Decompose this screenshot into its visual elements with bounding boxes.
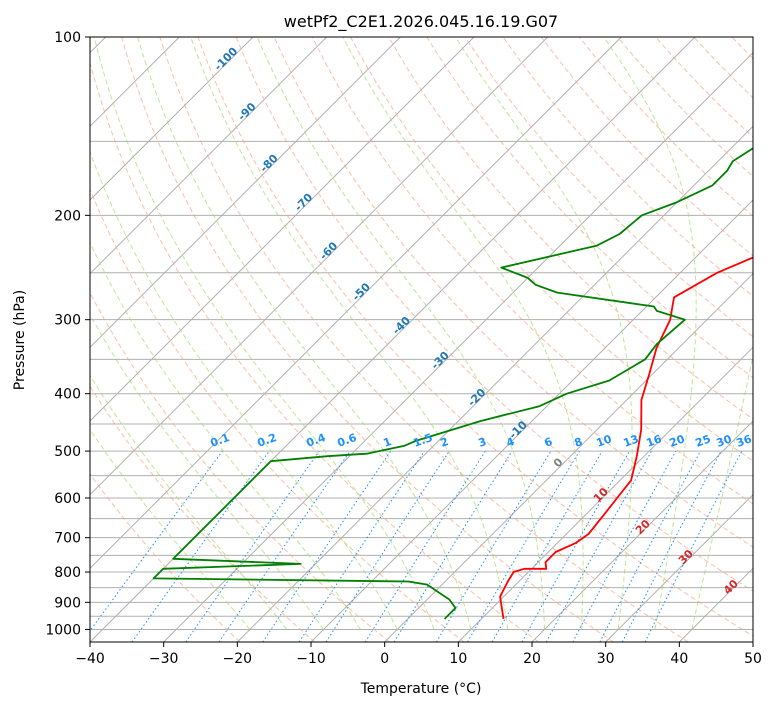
mixing-ratio-label: 1.5	[412, 431, 435, 450]
x-tick-label: 20	[523, 651, 541, 667]
mixing-ratio-label: 10	[595, 432, 614, 450]
isotherm-line	[90, 37, 328, 275]
mixing-ratio-label: 20	[668, 432, 687, 450]
y-tick-label: 300	[54, 313, 81, 329]
x-axis-label: Temperature (°C)	[360, 681, 482, 697]
mixing-ratio-line	[393, 450, 513, 642]
y-tick-label: 100	[54, 30, 81, 46]
mixing-ratio-line	[644, 450, 743, 642]
dry-adiabat-line	[90, 61, 540, 642]
mixing-ratio-label: 0.1	[209, 431, 232, 450]
y-tick-label: 500	[54, 444, 81, 460]
isotherm-line	[384, 272, 753, 642]
mixing-ratio-line	[185, 450, 320, 642]
moist-adiabat-line	[90, 241, 361, 630]
y-tick-label: 700	[54, 531, 81, 547]
mixing-ratio-line	[298, 450, 425, 642]
mixing-ratio-line	[572, 450, 677, 642]
moist-adiabat-line	[691, 352, 753, 630]
axes: −40 −30 −20 −10 0 10 20 30 40 5010020030040050060…	[45, 30, 762, 667]
chart-title: wetPf2_C2E1.2026.045.16.19.G07	[284, 12, 558, 32]
dry-adiabat-line	[90, 385, 316, 642]
dry-adiabat-line	[90, 188, 465, 642]
mixing-ratio-label: 25	[694, 432, 713, 449]
mixing-ratio-label: 36	[735, 432, 754, 450]
x-tick-label: −20	[223, 651, 253, 667]
x-tick-label: 40	[670, 651, 688, 667]
plot-frame	[89, 36, 754, 643]
y-tick-label: 1000	[45, 622, 81, 638]
y-tick-label: 800	[54, 565, 81, 581]
isotherm-line	[90, 37, 401, 349]
mixing-ratio-label: 0.2	[256, 431, 279, 450]
mixing-ratio-line	[545, 450, 653, 642]
mixing-ratio-label: 6	[543, 435, 555, 450]
profile-lines	[152, 147, 753, 620]
dry-adiabat-line	[90, 473, 241, 642]
mixing-ratio-label: 2	[439, 435, 451, 450]
x-tick-label: −30	[149, 651, 179, 667]
isotherm-line	[752, 641, 753, 642]
mixing-ratio-label: 8	[573, 435, 585, 450]
x-tick-label: 0	[380, 651, 389, 667]
moist-adiabat-line	[90, 313, 325, 630]
mixing-ratio-label: 3	[477, 435, 489, 450]
mixing-ratio-label: 1	[382, 435, 394, 450]
dry-adiabat-line	[159, 37, 689, 642]
y-tick-label: 200	[54, 208, 81, 224]
mixing-ratio-label: 0.4	[305, 431, 328, 450]
x-tick-label: −10	[296, 651, 326, 667]
plot-background	[90, 37, 753, 642]
isotherm-line	[457, 346, 753, 642]
y-tick-label: 900	[54, 595, 81, 611]
isotherm-line	[90, 37, 254, 201]
y-axis-label: Pressure (hPa)	[12, 290, 28, 390]
mixing-ratio-line	[218, 450, 351, 642]
dry-adiabat-line	[235, 37, 753, 592]
mixing-ratio-line	[262, 450, 392, 642]
moist-adiabat-line	[603, 37, 697, 630]
x-tick-label: −40	[75, 651, 105, 667]
background-lines	[90, 37, 775, 642]
dewpoint-profile	[152, 147, 753, 620]
dry-adiabat-line	[121, 37, 614, 642]
dry-adiabat-line	[90, 291, 390, 642]
mixing-ratio-line	[325, 450, 450, 642]
y-tick-label: 400	[54, 387, 81, 403]
x-tick-label: 50	[744, 651, 762, 667]
mixing-ratio-label: 30	[715, 432, 734, 450]
dry-adiabat-line	[273, 37, 753, 548]
mixing-ratio-label: 4	[505, 435, 517, 450]
dry-adiabat-line	[770, 37, 775, 642]
temperature-profile	[499, 256, 753, 620]
moist-adiabat-line	[342, 37, 584, 630]
mixing-ratio-label: 0.6	[336, 431, 359, 450]
isotherm-line	[90, 37, 622, 570]
mixing-ratio-line	[90, 450, 223, 632]
mixing-ratio-line	[131, 450, 270, 642]
x-tick-label: 30	[597, 651, 615, 667]
mixing-ratio-label: 13	[622, 432, 641, 449]
isotherm-line	[90, 37, 549, 496]
moist-adiabat-line	[93, 37, 435, 630]
isotherm-line	[605, 493, 753, 642]
isotherm-line	[90, 37, 475, 422]
mixing-ratio-line	[521, 450, 630, 642]
moist-adiabat-line	[190, 37, 509, 630]
dry-adiabat-line	[197, 37, 753, 637]
moist-adiabat-line	[256, 37, 546, 630]
isotherm-line	[310, 199, 753, 642]
moist-adiabat-line	[90, 150, 398, 630]
isotherm-line	[531, 420, 753, 642]
dry-adiabat-line	[426, 37, 753, 379]
moist-adiabat-line	[137, 37, 472, 630]
y-tick-label: 600	[54, 491, 81, 507]
dry-adiabat-line	[502, 37, 753, 297]
mixing-ratio-label: 16	[645, 432, 664, 450]
x-tick-label: 10	[449, 651, 467, 667]
dry-adiabat-line	[350, 37, 753, 462]
